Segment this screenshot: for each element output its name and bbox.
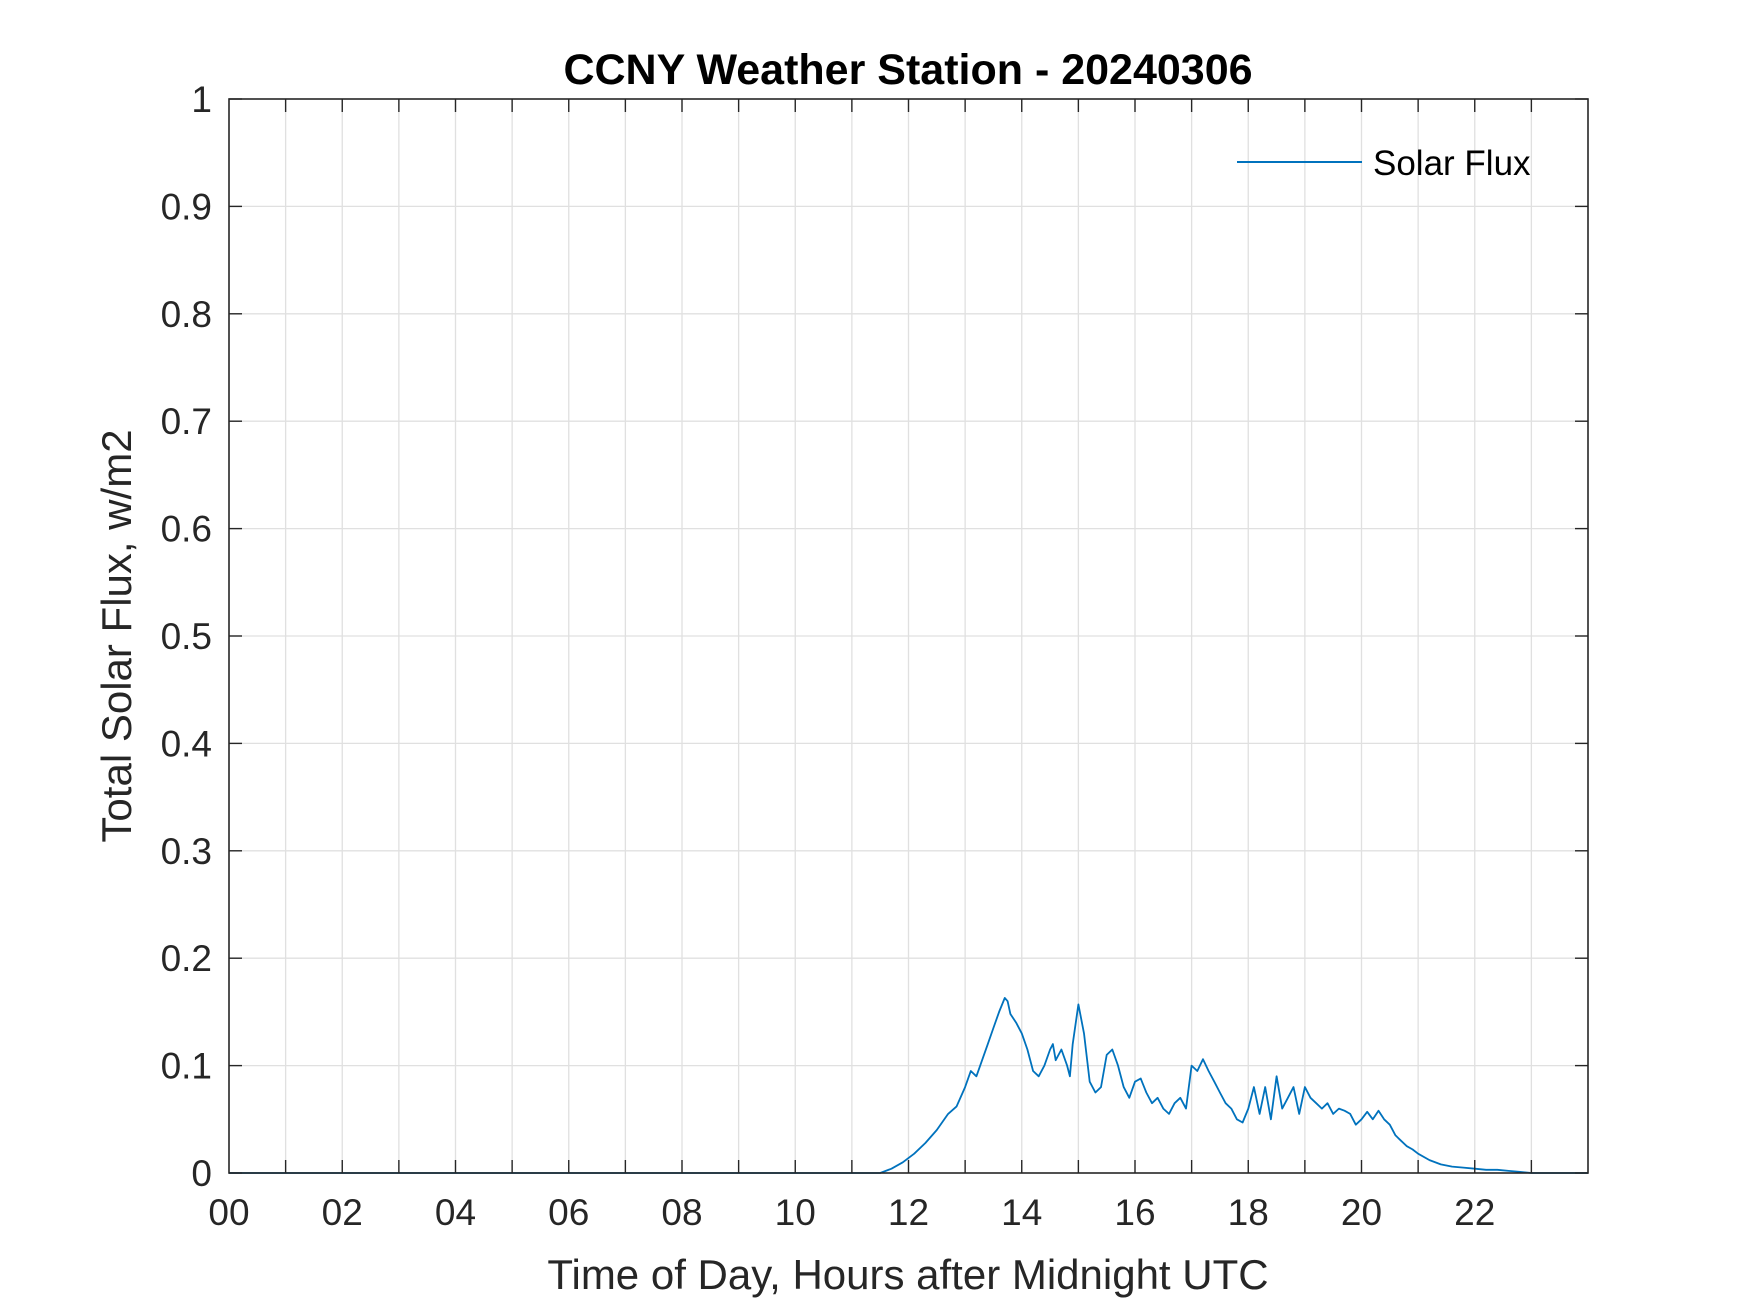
x-tick-label: 22: [1454, 1192, 1495, 1233]
legend-label-solar-flux: Solar Flux: [1373, 144, 1531, 183]
x-tick-label: 04: [435, 1192, 476, 1233]
y-tick-label: 0: [191, 1153, 212, 1194]
y-tick-label: 1: [191, 79, 212, 120]
y-tick-labels: 0 0.1 0.2 0.3 0.4 0.5 0.6 0.7 0.8 0.9 1: [161, 79, 212, 1194]
series-layer: [229, 997, 1588, 1174]
x-tick-label: 20: [1341, 1192, 1382, 1233]
y-axis-label: Total Solar Flux, w/m2: [93, 429, 140, 842]
y-tick-label: 0.6: [161, 509, 212, 550]
y-tick-label: 0.9: [161, 186, 212, 227]
y-tick-label: 0.3: [161, 831, 212, 872]
y-tick-label: 0.7: [161, 401, 212, 442]
x-tick-label: 18: [1228, 1192, 1269, 1233]
y-tick-label: 0.4: [161, 723, 212, 764]
tick-marks: [229, 98, 1588, 1174]
x-tick-label: 14: [1001, 1192, 1042, 1233]
x-axis-label: Time of Day, Hours after Midnight UTC: [547, 1251, 1268, 1298]
x-tick-label: 08: [661, 1192, 702, 1233]
x-tick-label: 10: [775, 1192, 816, 1233]
x-tick-labels: 00 02 04 06 08 10 12 14 16 18 20 22: [208, 1192, 1495, 1233]
legend: Solar Flux: [1237, 144, 1531, 183]
y-tick-label: 0.5: [161, 616, 212, 657]
y-tick-label: 0.8: [161, 294, 212, 335]
y-tick-label: 0.1: [161, 1046, 212, 1087]
x-tick-label: 16: [1114, 1192, 1155, 1233]
chart-title: CCNY Weather Station - 20240306: [563, 46, 1252, 94]
series-line-solar-flux: [229, 997, 1588, 1174]
x-tick-label: 02: [322, 1192, 363, 1233]
grid-lines: [229, 99, 1588, 1173]
x-tick-label: 00: [208, 1192, 249, 1233]
y-tick-label: 0.2: [161, 938, 212, 979]
x-tick-label: 12: [888, 1192, 929, 1233]
x-tick-label: 06: [548, 1192, 589, 1233]
